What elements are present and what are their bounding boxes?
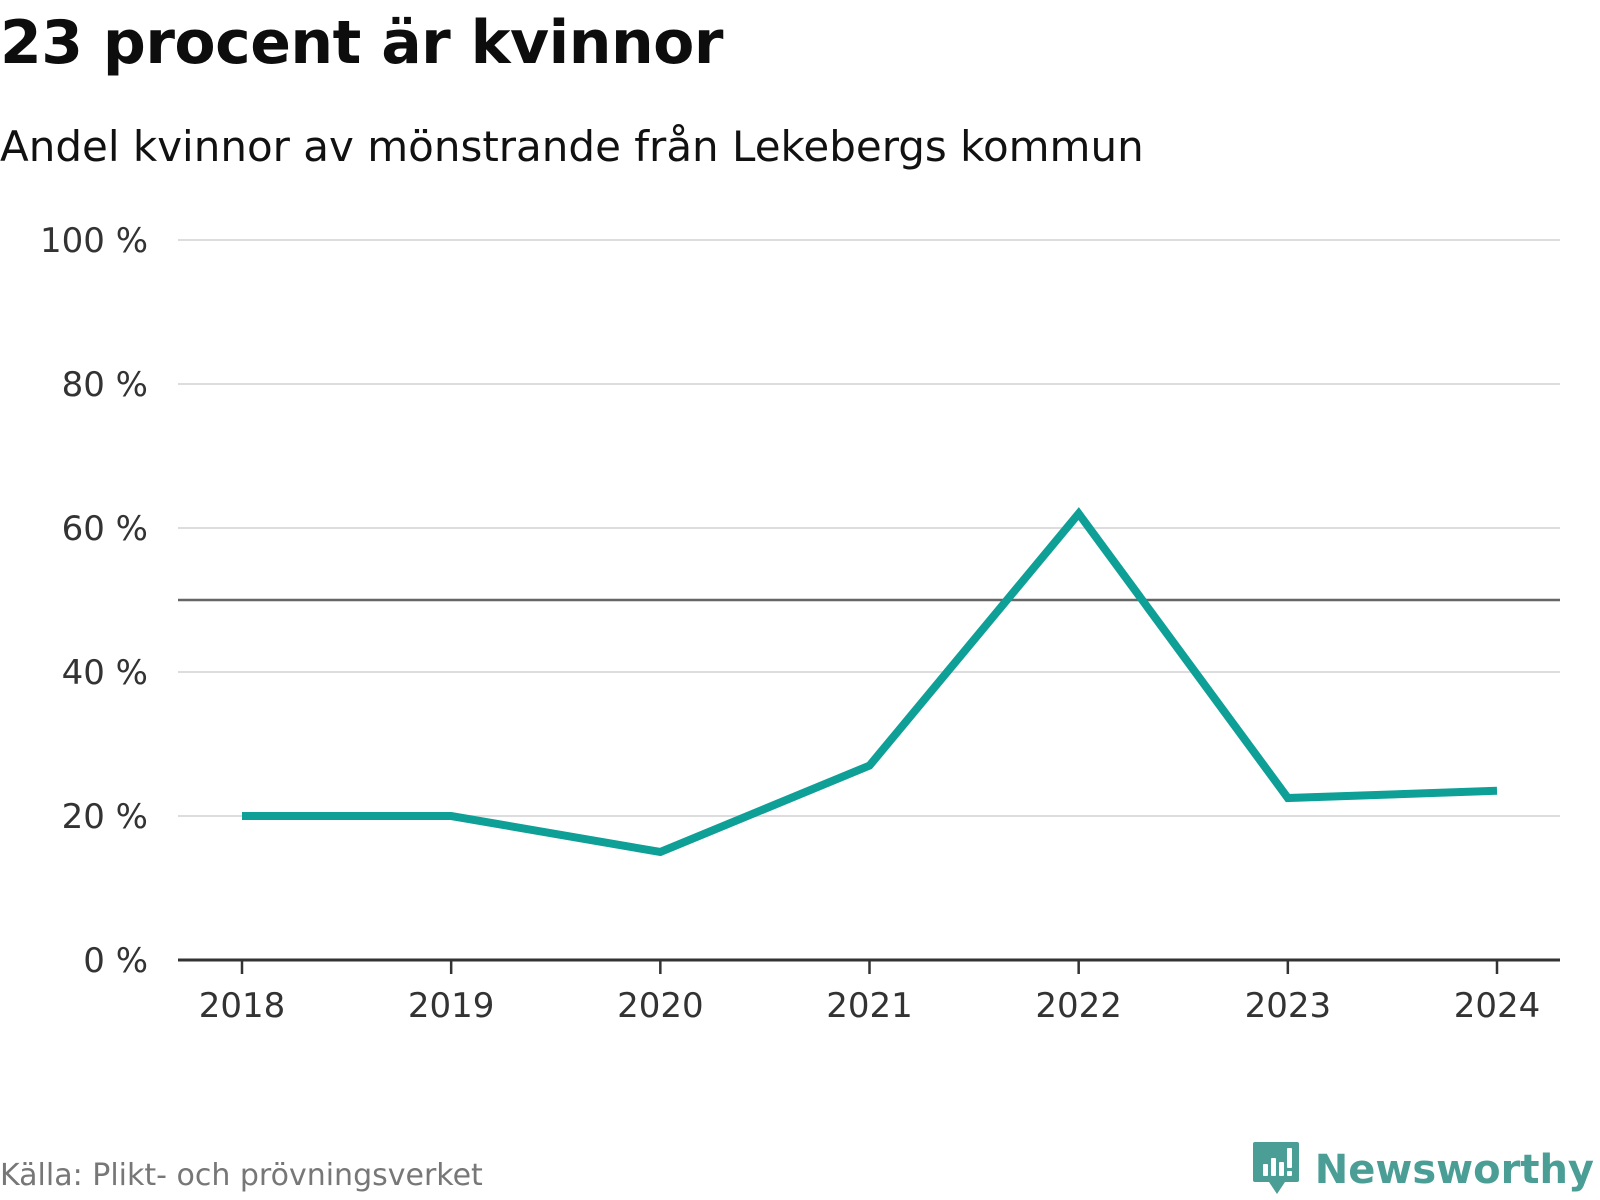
data-point <box>451 816 452 817</box>
y-tick-label: 60 % <box>62 509 148 549</box>
series-line <box>242 507 1498 857</box>
y-tick-label: 0 % <box>83 941 148 981</box>
chart-subtitle: Andel kvinnor av mönstrande från Lekeber… <box>0 122 1144 171</box>
brand-name: Newsworthy <box>1314 1147 1594 1193</box>
source-note: Källa: Plikt- och prövningsverket <box>0 1158 483 1193</box>
newsworthy-logo[interactable]: Newsworthy <box>1251 1140 1594 1200</box>
line-chart: 0 % 20 % 40 % 60 % 80 % 100 % 2018 2019 2020 2021… <box>40 221 1560 1026</box>
data-point <box>1287 798 1288 799</box>
data-point <box>242 816 243 817</box>
x-tick-label: 2021 <box>826 986 913 1026</box>
x-tick-label: 2023 <box>1245 986 1332 1026</box>
x-tick-label: 2024 <box>1454 986 1541 1026</box>
x-tick-label: 2018 <box>199 986 286 1026</box>
y-tick-label: 20 % <box>62 797 148 837</box>
data-point <box>869 765 870 766</box>
x-tick-label: 2022 <box>1035 986 1122 1026</box>
x-tick-label: 2020 <box>617 986 704 1026</box>
y-tick-label: 100 % <box>40 221 148 261</box>
bar-chart-speech-bubble-icon <box>1252 1142 1299 1194</box>
x-tick-label: 2019 <box>408 986 495 1026</box>
chart-title: 23 procent är kvinnor <box>0 8 723 78</box>
data-point <box>1078 513 1079 514</box>
y-tick-label: 40 % <box>62 653 148 693</box>
data-point <box>1497 790 1498 791</box>
y-tick-label: 80 % <box>62 365 148 405</box>
data-point <box>660 852 661 853</box>
